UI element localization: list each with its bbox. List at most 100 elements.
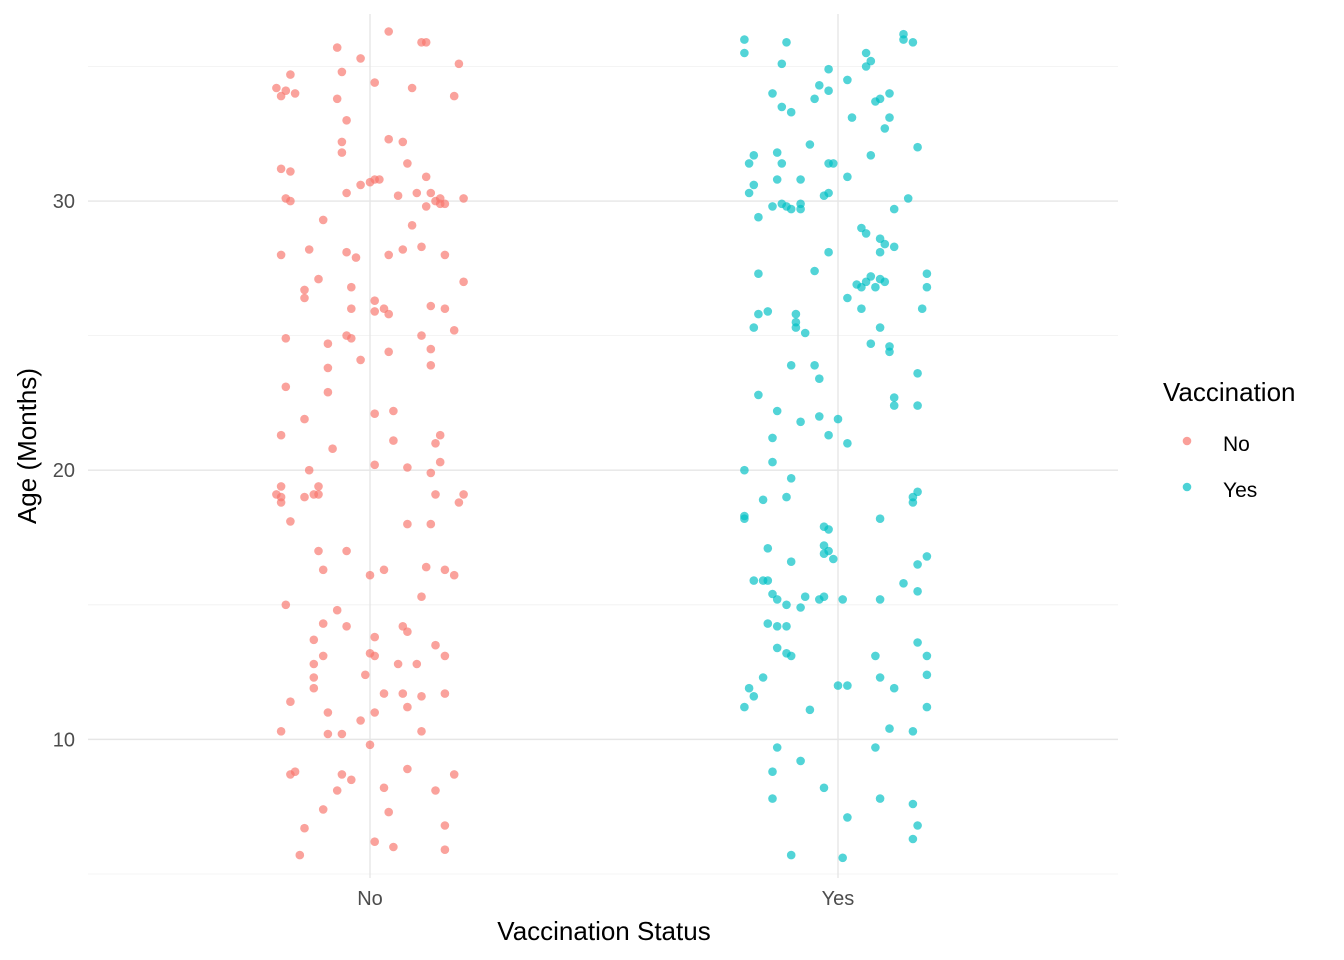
- data-point-no: [440, 821, 450, 830]
- data-point-no: [459, 277, 468, 287]
- data-point-yes: [763, 544, 773, 553]
- data-point-yes: [843, 813, 852, 822]
- data-point-no: [281, 334, 291, 343]
- data-point-no: [337, 770, 347, 779]
- data-point-no: [286, 517, 295, 526]
- data-point-yes: [796, 756, 805, 766]
- data-point-yes: [889, 683, 899, 693]
- data-point-yes: [871, 651, 880, 661]
- data-point-no: [398, 689, 408, 698]
- data-point-no: [459, 490, 468, 499]
- data-point-no: [440, 304, 450, 314]
- data-point-no: [431, 439, 440, 448]
- data-point-no: [384, 134, 394, 144]
- data-point-no: [393, 191, 403, 200]
- data-point-yes: [871, 282, 880, 292]
- data-point-no: [431, 490, 440, 499]
- data-point-no: [276, 498, 286, 507]
- data-point-no: [403, 627, 412, 636]
- legend-label-yes: Yes: [1223, 479, 1257, 502]
- data-point-yes: [749, 323, 759, 332]
- data-point-no: [440, 845, 450, 854]
- data-point-no: [412, 659, 422, 669]
- data-point-yes: [786, 557, 796, 566]
- data-point-no: [389, 842, 398, 852]
- x-axis-title: Vaccination Status: [497, 916, 710, 946]
- data-point-no: [384, 309, 394, 319]
- data-point-no: [435, 430, 445, 440]
- data-point-yes: [782, 492, 791, 502]
- data-point-yes: [740, 702, 749, 712]
- data-point-yes: [786, 204, 796, 214]
- y-tick-label: 30: [53, 191, 75, 213]
- data-point-yes: [880, 124, 890, 133]
- data-point-no: [449, 326, 459, 335]
- data-point-no: [426, 468, 436, 478]
- data-point-no: [318, 651, 328, 661]
- data-point-yes: [805, 140, 815, 149]
- data-point-yes: [754, 390, 763, 400]
- data-point-no: [356, 716, 365, 725]
- data-point-no: [276, 91, 286, 101]
- data-point-yes: [824, 64, 833, 74]
- data-point-yes: [885, 113, 894, 122]
- data-point-no: [286, 196, 295, 206]
- data-point-yes: [838, 595, 847, 604]
- data-point-no: [370, 837, 380, 846]
- data-point-yes: [824, 86, 833, 95]
- data-point-yes: [833, 681, 843, 690]
- data-point-no: [370, 708, 380, 717]
- data-point-no: [356, 180, 365, 190]
- data-point-yes: [913, 638, 922, 647]
- data-point-yes: [880, 239, 890, 249]
- data-point-yes: [786, 107, 796, 117]
- data-point-no: [379, 689, 389, 698]
- data-point-no: [398, 245, 408, 254]
- data-point-no: [342, 546, 351, 556]
- data-point-yes: [843, 439, 852, 448]
- data-point-no: [370, 460, 380, 470]
- data-point-no: [370, 409, 380, 419]
- data-point-no: [421, 38, 431, 47]
- data-point-no: [449, 770, 459, 779]
- data-point-no: [361, 670, 370, 680]
- data-point-yes: [749, 692, 759, 701]
- data-point-yes: [861, 48, 871, 58]
- data-point-yes: [838, 853, 847, 863]
- data-point-no: [440, 689, 450, 698]
- data-point-no: [318, 805, 328, 814]
- legend: Vaccination No Yes: [1163, 377, 1296, 502]
- data-point-no: [347, 282, 356, 292]
- data-point-yes: [754, 212, 763, 222]
- data-point-yes: [861, 229, 871, 238]
- data-point-yes: [772, 175, 782, 184]
- data-point-yes: [796, 175, 805, 184]
- data-point-no: [370, 307, 380, 316]
- data-point-no: [403, 702, 412, 712]
- data-point-yes: [824, 525, 833, 534]
- data-point-no: [290, 89, 300, 98]
- data-point-no: [417, 692, 426, 701]
- data-point-no: [398, 137, 408, 147]
- data-point-no: [286, 70, 295, 79]
- data-point-yes: [758, 495, 768, 505]
- data-point-yes: [889, 401, 899, 410]
- data-point-no: [332, 605, 342, 615]
- data-point-yes: [824, 188, 833, 198]
- data-point-no: [337, 67, 347, 77]
- data-point-no: [356, 355, 365, 365]
- data-point-no: [300, 285, 309, 295]
- data-point-yes: [843, 681, 852, 690]
- data-point-yes: [819, 549, 829, 558]
- data-point-no: [304, 245, 314, 254]
- data-point-yes: [843, 293, 852, 303]
- data-point-yes: [815, 81, 824, 90]
- data-point-yes: [796, 417, 805, 427]
- data-point-yes: [875, 514, 885, 523]
- data-point-yes: [786, 361, 796, 370]
- data-point-no: [393, 659, 403, 669]
- data-point-yes: [786, 651, 796, 661]
- data-point-yes: [810, 94, 819, 104]
- data-point-no: [389, 436, 398, 445]
- data-point-yes: [866, 56, 876, 66]
